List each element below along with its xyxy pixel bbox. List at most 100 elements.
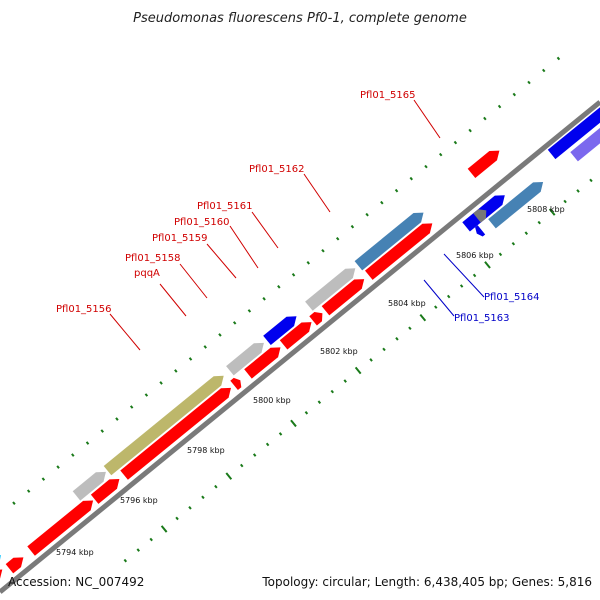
ring-dot — [188, 357, 193, 361]
ring-dot — [56, 465, 60, 469]
major-tick — [548, 208, 556, 216]
cds-arrow[interactable] — [0, 569, 3, 589]
gene-label-pfl01-5158[interactable]: Pfl01_5158 — [125, 253, 181, 264]
minor-tick — [472, 273, 477, 278]
ring-dot — [144, 393, 149, 397]
ring-dot — [232, 321, 237, 325]
cds-arrow[interactable] — [467, 150, 500, 178]
cds-arrow[interactable] — [263, 316, 297, 345]
ring-dot — [512, 92, 517, 97]
genome-backbone — [0, 100, 600, 594]
ring-dot — [159, 381, 163, 385]
cds-arrow[interactable] — [103, 375, 224, 476]
cds-arrow[interactable] — [27, 500, 94, 556]
cds-arrow[interactable] — [473, 209, 487, 223]
ring-dot — [365, 212, 369, 217]
minor-tick — [304, 410, 309, 415]
cds-arrow[interactable] — [475, 225, 486, 237]
ring-dot — [409, 176, 413, 181]
minor-tick — [123, 558, 128, 563]
minor-tick — [252, 453, 257, 457]
cds-arrow[interactable] — [120, 387, 231, 480]
map-title: Pseudomonas fluorescens Pf0-1, complete … — [133, 11, 467, 26]
kbp-label-5796: 5796 kbp — [120, 496, 158, 505]
minor-tick — [498, 252, 503, 257]
minor-tick — [434, 305, 438, 309]
gene-label-pfl01-5164[interactable]: Pfl01_5164 — [484, 292, 540, 303]
leader-line-pfl01-5156 — [109, 313, 141, 351]
leader-line-pqqa — [159, 283, 187, 317]
cds-arrow[interactable] — [244, 347, 281, 379]
major-tick — [290, 419, 297, 428]
gene-label-pfl01-5156[interactable]: Pfl01_5156 — [56, 304, 112, 315]
cds-arrow[interactable] — [90, 479, 120, 504]
cds-arrow[interactable] — [72, 471, 106, 501]
ring-dot — [306, 260, 310, 265]
minor-tick — [240, 463, 244, 468]
minor-tick — [214, 484, 218, 489]
gene-label-pqqa[interactable]: pqqA — [134, 268, 160, 279]
minor-tick — [537, 220, 541, 225]
ring-dot — [218, 333, 222, 337]
ring-dot — [277, 285, 281, 289]
outer-dotted-ring — [12, 56, 561, 505]
major-tick — [354, 366, 362, 375]
feature-tracks — [0, 96, 600, 589]
gene-label-pfl01-5162[interactable]: Pfl01_5162 — [249, 164, 305, 175]
gene-label-pfl01-5161[interactable]: Pfl01_5161 — [197, 201, 253, 212]
cds-arrow[interactable] — [488, 182, 544, 229]
minor-tick — [343, 379, 347, 383]
cds-arrow[interactable] — [5, 557, 24, 574]
minor-tick — [188, 506, 192, 510]
minor-tick — [382, 347, 386, 352]
minor-tick — [511, 241, 516, 246]
cds-arrow[interactable] — [230, 377, 242, 390]
ring-dot — [41, 477, 46, 481]
summary-text: Topology: circular; Length: 6,438,405 bp… — [261, 575, 592, 589]
minor-tick — [175, 516, 179, 521]
minor-tick — [330, 389, 335, 394]
minor-tick — [149, 537, 153, 542]
cds-arrow[interactable] — [321, 279, 365, 316]
ring-dot — [483, 116, 487, 121]
leader-line-pfl01-5159 — [206, 243, 237, 279]
gene-label-pfl01-5163[interactable]: Pfl01_5163 — [454, 313, 510, 324]
cds-arrow[interactable] — [305, 268, 356, 311]
gene-label-pfl01-5159[interactable]: Pfl01_5159 — [152, 233, 208, 244]
minor-tick — [265, 442, 270, 447]
gene-label-pfl01-5165[interactable]: Pfl01_5165 — [360, 90, 416, 101]
gene-labels: Pfl01_5156 pqqA Pfl01_5158 Pfl01_5159 Pf… — [56, 90, 540, 351]
minor-tick — [446, 294, 451, 299]
cds-arrow[interactable] — [226, 342, 264, 376]
ring-dot — [291, 273, 296, 277]
major-tick — [160, 525, 168, 533]
gene-label-pfl01-5160[interactable]: Pfl01_5160 — [174, 217, 230, 228]
minor-tick — [369, 358, 373, 362]
kbp-label-5802: 5802 kbp — [320, 347, 358, 356]
leader-line-pfl01-5161 — [251, 211, 279, 249]
ring-dot — [26, 489, 31, 493]
major-tick — [484, 261, 491, 269]
minor-tick — [278, 432, 283, 436]
ring-dot — [468, 128, 472, 133]
ring-dot — [115, 417, 119, 421]
ring-dot — [556, 56, 561, 61]
minor-tick — [201, 495, 205, 500]
cds-arrow[interactable] — [0, 555, 1, 570]
accession-text: Accession: NC_007492 — [8, 575, 144, 589]
minor-tick — [136, 548, 140, 552]
ring-dot — [321, 248, 325, 253]
ring-dot — [174, 369, 178, 373]
kbp-label-5806: 5806 kbp — [456, 251, 494, 260]
cds-arrow[interactable] — [354, 212, 424, 271]
cds-arrow[interactable] — [365, 223, 433, 280]
ring-dot — [71, 453, 75, 457]
ring-dot — [85, 441, 90, 445]
leader-line-pfl01-5165 — [413, 99, 441, 139]
cds-arrow[interactable] — [570, 99, 600, 162]
kbp-label-5798: 5798 kbp — [187, 446, 225, 455]
ring-dot — [527, 80, 531, 85]
cds-arrow[interactable] — [547, 96, 600, 160]
cds-arrow[interactable] — [279, 322, 312, 350]
cds-arrow[interactable] — [309, 312, 323, 326]
